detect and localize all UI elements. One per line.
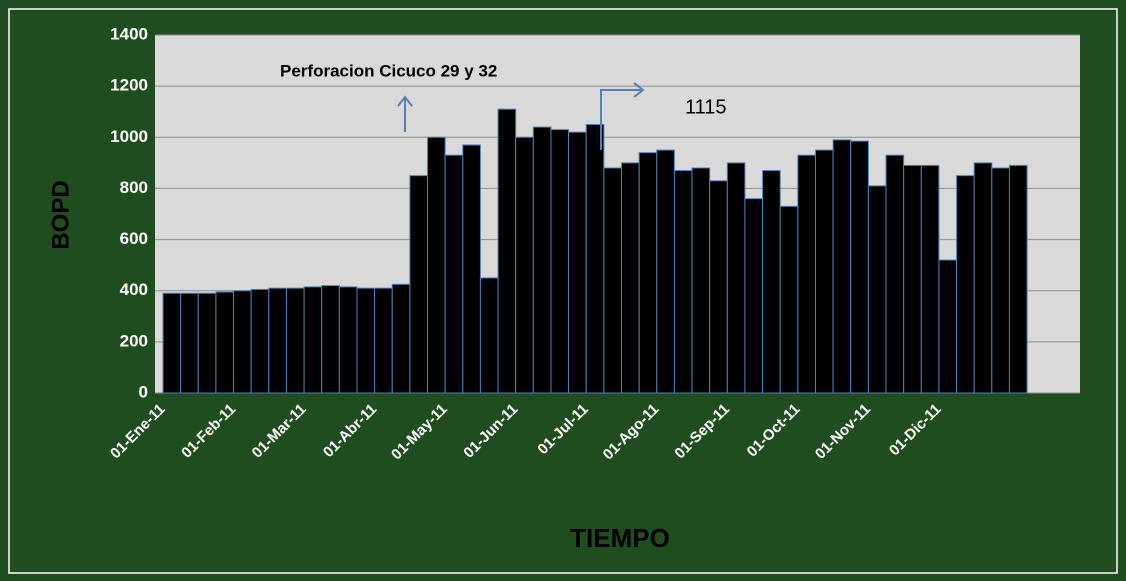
bar bbox=[550, 129, 570, 394]
arrows bbox=[397, 82, 645, 150]
bar bbox=[691, 167, 711, 394]
bar bbox=[409, 175, 429, 394]
bars bbox=[162, 108, 1028, 394]
bar bbox=[303, 286, 323, 394]
bar bbox=[850, 140, 869, 394]
bar bbox=[568, 131, 587, 394]
x-axis-label: TIEMPO bbox=[570, 523, 670, 553]
bar bbox=[973, 162, 993, 394]
bar bbox=[938, 259, 958, 394]
y-axis-label: BOPD bbox=[47, 180, 74, 249]
bar bbox=[427, 136, 446, 394]
bar bbox=[762, 170, 781, 394]
bar bbox=[162, 292, 182, 394]
bar bbox=[515, 136, 534, 394]
bar bbox=[709, 180, 728, 394]
bar bbox=[462, 144, 481, 394]
arrow bbox=[600, 82, 645, 150]
bar bbox=[1008, 164, 1028, 394]
y-tick-label: 600 bbox=[120, 229, 148, 248]
annotation: 1115 bbox=[685, 96, 727, 118]
bar bbox=[532, 126, 552, 394]
bar bbox=[814, 149, 834, 394]
bar bbox=[903, 164, 922, 394]
bar bbox=[197, 292, 217, 394]
bar bbox=[233, 290, 252, 394]
y-tick-label: 1400 bbox=[110, 24, 148, 43]
bar bbox=[885, 154, 905, 394]
bar bbox=[832, 139, 852, 394]
frame bbox=[8, 8, 1118, 574]
bar bbox=[656, 149, 675, 394]
bar bbox=[991, 167, 1010, 394]
bar bbox=[356, 287, 376, 394]
bar bbox=[585, 124, 605, 394]
arrow bbox=[397, 95, 413, 132]
y-tick-label: 400 bbox=[120, 280, 148, 299]
bar bbox=[374, 287, 393, 394]
y-tick-label: 1200 bbox=[110, 76, 148, 95]
bar bbox=[338, 286, 358, 394]
bar bbox=[250, 288, 270, 394]
bar bbox=[744, 198, 764, 394]
bar bbox=[180, 292, 199, 394]
bar bbox=[603, 167, 622, 394]
annotation: Perforacion Cicuco 29 y 32 bbox=[280, 61, 497, 80]
bar bbox=[497, 108, 517, 394]
y-tick-label: 800 bbox=[120, 178, 148, 197]
bar bbox=[479, 277, 499, 394]
bar bbox=[621, 162, 640, 394]
bar bbox=[956, 175, 975, 394]
bar bbox=[779, 205, 799, 394]
bar bbox=[391, 283, 411, 394]
bar bbox=[920, 164, 940, 394]
bar bbox=[444, 154, 464, 394]
bar bbox=[797, 154, 816, 394]
bar bbox=[321, 285, 340, 394]
y-tick-label: 0 bbox=[139, 382, 148, 401]
bar bbox=[673, 170, 693, 394]
y-tick-label: 200 bbox=[120, 331, 148, 350]
bar bbox=[268, 287, 287, 394]
bar bbox=[215, 291, 235, 394]
bar bbox=[285, 287, 305, 394]
bar bbox=[638, 152, 658, 394]
bar bbox=[726, 162, 746, 394]
bar bbox=[867, 185, 887, 394]
y-tick-label: 1000 bbox=[110, 127, 148, 146]
